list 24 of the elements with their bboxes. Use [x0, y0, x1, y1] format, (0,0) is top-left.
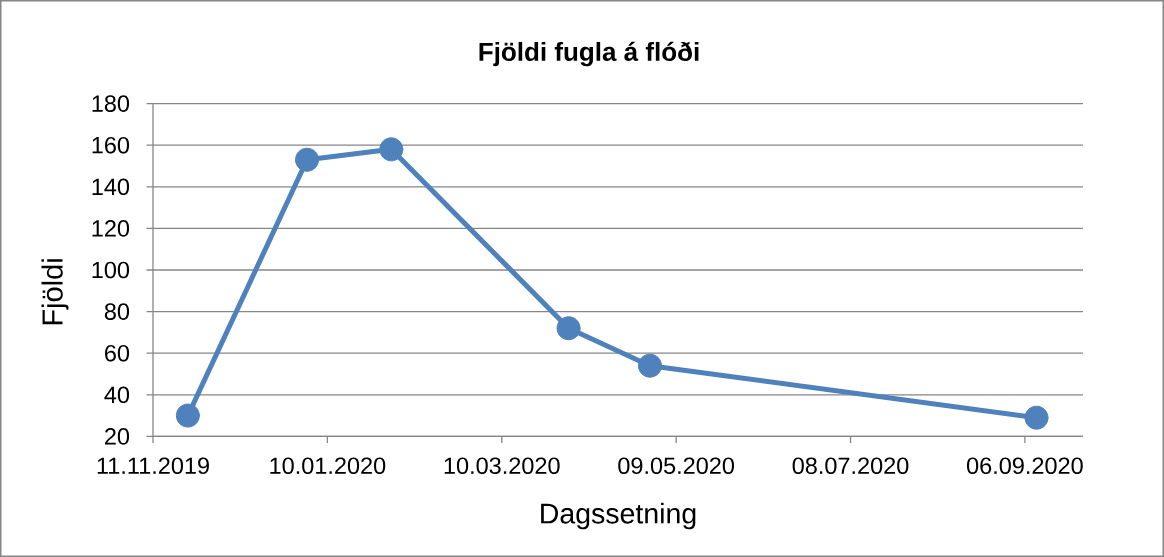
y-tick-label: 80 — [104, 303, 130, 320]
x-tick-label: 09.05.2020 — [618, 457, 735, 475]
point — [1024, 405, 1049, 430]
y-tick-label: 60 — [105, 344, 130, 362]
y-tick-label: 120 — [92, 220, 130, 237]
point — [637, 353, 662, 378]
y-tick-label: 40 — [104, 386, 130, 404]
point — [556, 316, 581, 341]
x-tick-label: 11.11.2019 — [97, 457, 209, 475]
x-axis-title: Dagssetning — [541, 502, 696, 530]
chart-title: Fjöldi fugla á flóði — [479, 41, 699, 67]
y-axis-title: Fjöldi — [41, 259, 69, 325]
point — [295, 147, 320, 172]
point — [175, 403, 200, 428]
y-tick-label: 20 — [105, 428, 130, 445]
y-tick-label: 140 — [92, 178, 130, 196]
y-tick-label: 180 — [92, 95, 130, 112]
y-tick-label: 100 — [92, 261, 130, 279]
x-tick-label: 10.01.2020 — [270, 457, 386, 475]
x-tick-label: 08.07.2020 — [792, 457, 909, 475]
x-tick-label: 06.09.2020 — [967, 457, 1083, 475]
point — [379, 137, 404, 162]
x-tick-label: 10.03.2020 — [444, 457, 560, 475]
y-tick-label: 160 — [92, 136, 130, 154]
